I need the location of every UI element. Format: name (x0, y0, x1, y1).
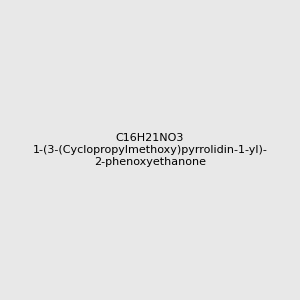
Text: C16H21NO3
1-(3-(Cyclopropylmethoxy)pyrrolidin-1-yl)-
2-phenoxyethanone: C16H21NO3 1-(3-(Cyclopropylmethoxy)pyrro… (33, 134, 267, 166)
